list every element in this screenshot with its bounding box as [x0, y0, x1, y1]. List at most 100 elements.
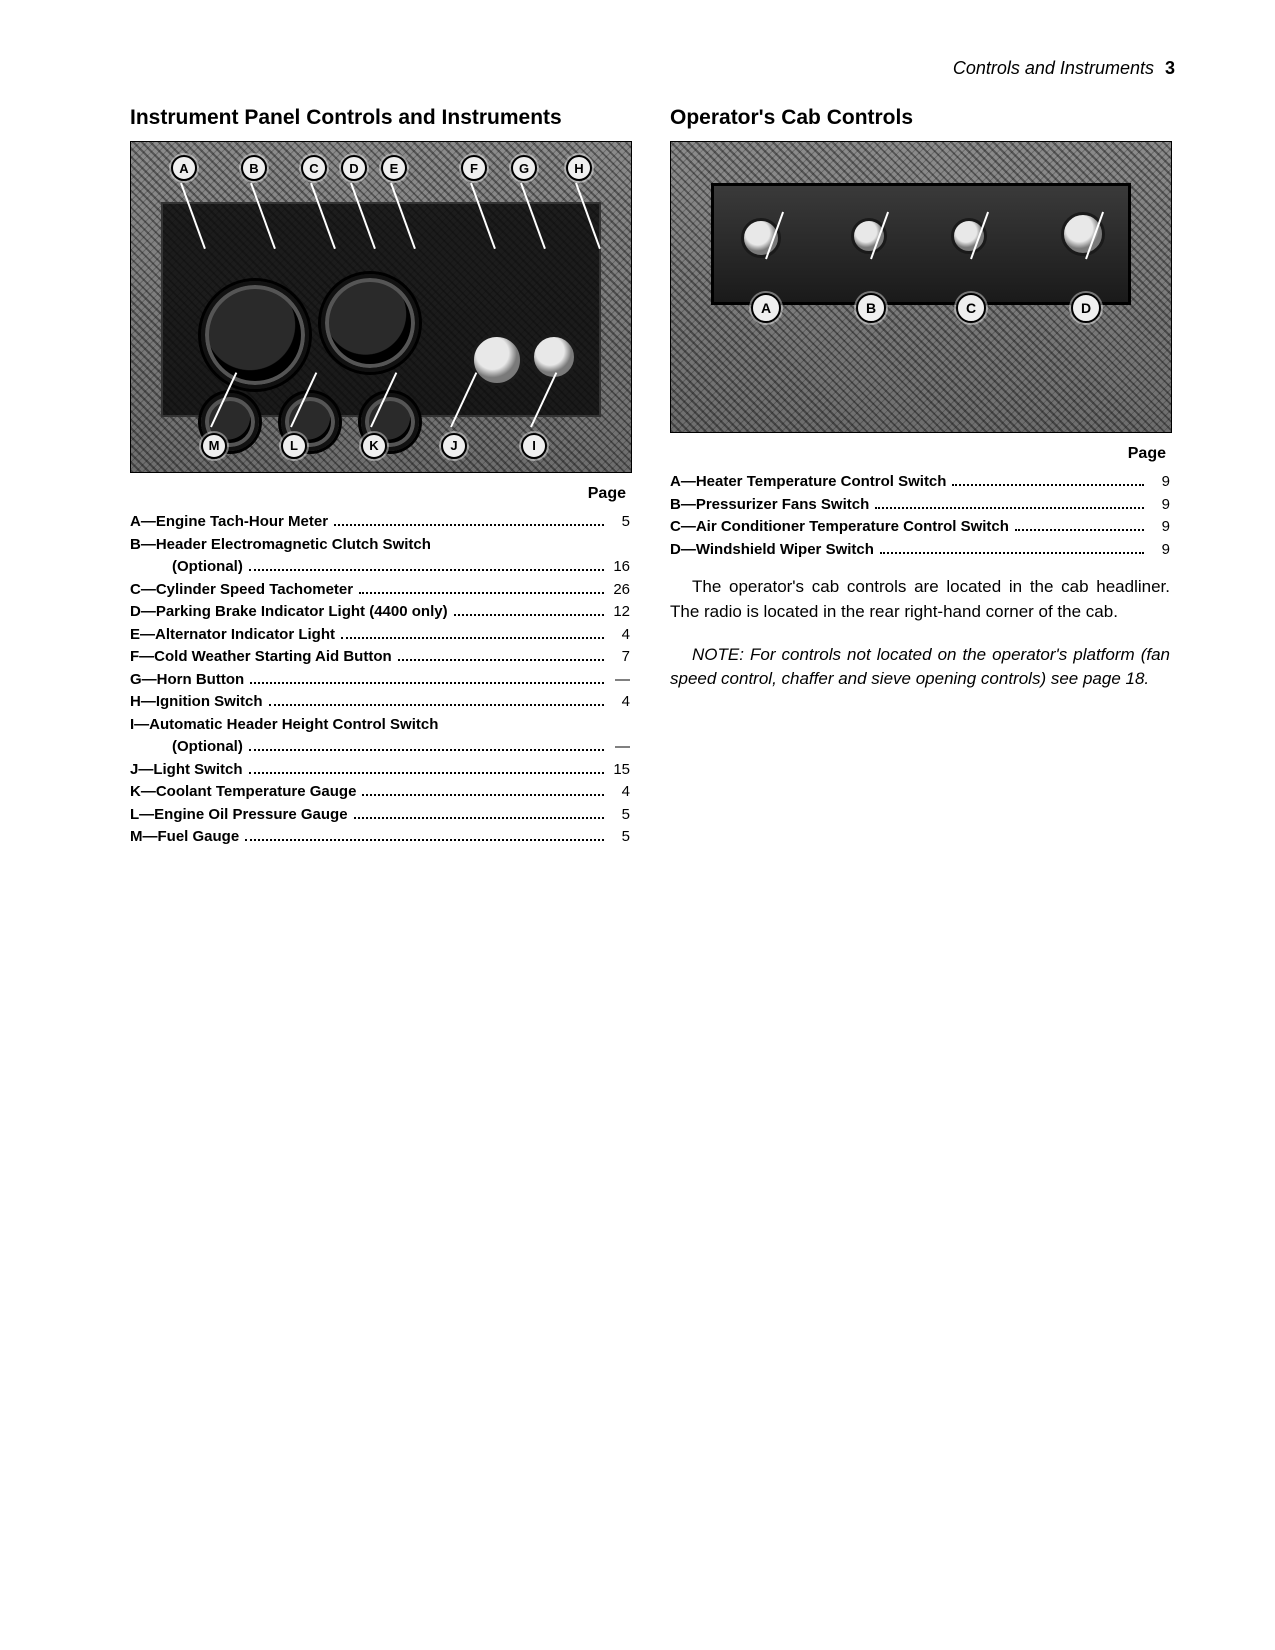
cab-knob-1 [741, 218, 781, 258]
cab-knob-2 [851, 218, 887, 254]
content-columns: Instrument Panel Controls and Instrument… [130, 105, 1185, 849]
index-dots [1015, 529, 1144, 531]
index-page: 16 [608, 556, 630, 579]
index-label: L—Engine Oil Pressure Gauge [130, 804, 348, 827]
index-dots [249, 749, 604, 751]
index-label: I—Automatic Header Height Control Switch [130, 714, 438, 737]
index-dots [952, 484, 1144, 486]
index-row: (Optional) 16 [130, 556, 630, 579]
index-page: 9 [1148, 471, 1170, 494]
page-label-left: Page [130, 485, 626, 503]
gauge-large-left [201, 281, 309, 389]
index-dots [354, 817, 604, 819]
index-dots [875, 507, 1144, 509]
index-row: A—Engine Tach-Hour Meter 5 [130, 511, 630, 534]
index-label: J—Light Switch [130, 759, 243, 782]
index-row: B—Header Electromagnetic Clutch Switch [130, 534, 630, 557]
index-dots [249, 772, 605, 774]
index-row: D—Parking Brake Indicator Light (4400 on… [130, 601, 630, 624]
index-page: 15 [608, 759, 630, 782]
index-page: 4 [608, 691, 630, 714]
callout-a: A [751, 293, 781, 323]
index-label: B—Header Electromagnetic Clutch Switch [130, 534, 431, 557]
page-number: 3 [1165, 58, 1175, 78]
index-page: 4 [608, 624, 630, 647]
index-row: (Optional)— [130, 736, 630, 759]
index-row: J—Light Switch 15 [130, 759, 630, 782]
index-row: B—Pressurizer Fans Switch 9 [670, 494, 1170, 517]
callout-k: K [361, 433, 387, 459]
index-page: 26 [608, 579, 630, 602]
index-row: I—Automatic Header Height Control Switch [130, 714, 630, 737]
index-label: (Optional) [172, 556, 243, 579]
right-column: Operator's Cab Controls ABCD Page A—Heat… [670, 105, 1170, 849]
index-page: 12 [608, 601, 630, 624]
page-label-right: Page [670, 445, 1166, 463]
index-row: L—Engine Oil Pressure Gauge 5 [130, 804, 630, 827]
index-dots [245, 839, 604, 841]
index-left: A—Engine Tach-Hour Meter 5 B—Header Electr… [130, 511, 630, 849]
index-page: 9 [1148, 494, 1170, 517]
index-label: A—Engine Tach-Hour Meter [130, 511, 328, 534]
index-page: 5 [608, 804, 630, 827]
index-label: C—Cylinder Speed Tachometer [130, 579, 353, 602]
running-header: Controls and Instruments 3 [953, 58, 1175, 79]
cab-knob-3 [951, 218, 987, 254]
index-row: A—Heater Temperature Control Switch 9 [670, 471, 1170, 494]
index-row: E—Alternator Indicator Light 4 [130, 624, 630, 647]
callout-d: D [1071, 293, 1101, 323]
index-page: — [608, 736, 630, 759]
index-dots [250, 682, 604, 684]
index-label: D—Windshield Wiper Switch [670, 539, 874, 562]
cab-note: NOTE: For controls not located on the op… [670, 643, 1170, 692]
cab-paragraph: The operator's cab controls are located … [670, 575, 1170, 624]
knob-1 [471, 334, 523, 386]
index-label: D—Parking Brake Indicator Light (4400 on… [130, 601, 448, 624]
instrument-panel-figure: ABCDEFGH MLKJI [130, 141, 632, 473]
index-label: E—Alternator Indicator Light [130, 624, 335, 647]
index-label: K—Coolant Temperature Gauge [130, 781, 356, 804]
index-dots [249, 569, 604, 571]
index-label: A—Heater Temperature Control Switch [670, 471, 946, 494]
index-row: F—Cold Weather Starting Aid Button 7 [130, 646, 630, 669]
callout-i: I [521, 433, 547, 459]
index-label: H—Ignition Switch [130, 691, 263, 714]
index-dots [398, 659, 604, 661]
callout-j: J [441, 433, 467, 459]
index-right: A—Heater Temperature Control Switch9B—Pr… [670, 471, 1170, 561]
right-title: Operator's Cab Controls [670, 105, 1170, 131]
page: Controls and Instruments 3 Instrument Pa… [0, 0, 1275, 1650]
index-row: H—Ignition Switch 4 [130, 691, 630, 714]
index-row: M—Fuel Gauge 5 [130, 826, 630, 849]
index-dots [269, 704, 605, 706]
index-dots [362, 794, 604, 796]
index-row: D—Windshield Wiper Switch 9 [670, 539, 1170, 562]
index-label: M—Fuel Gauge [130, 826, 239, 849]
index-dots [454, 614, 604, 616]
index-label: F—Cold Weather Starting Aid Button [130, 646, 392, 669]
index-row: C—Cylinder Speed Tachometer 26 [130, 579, 630, 602]
index-page: 9 [1148, 539, 1170, 562]
index-row: K—Coolant Temperature Gauge 4 [130, 781, 630, 804]
left-title: Instrument Panel Controls and Instrument… [130, 105, 630, 131]
left-column: Instrument Panel Controls and Instrument… [130, 105, 630, 849]
index-page: 9 [1148, 516, 1170, 539]
index-dots [880, 552, 1144, 554]
index-page: 5 [608, 826, 630, 849]
index-row: C—Air Conditioner Temperature Control Sw… [670, 516, 1170, 539]
index-row: G—Horn Button — [130, 669, 630, 692]
index-page: 7 [608, 646, 630, 669]
index-label: G—Horn Button [130, 669, 244, 692]
section-name: Controls and Instruments [953, 58, 1154, 78]
index-dots [334, 524, 604, 526]
callout-m: M [201, 433, 227, 459]
index-dots [341, 637, 604, 639]
callout-l: L [281, 433, 307, 459]
index-page: 5 [608, 511, 630, 534]
index-dots [359, 592, 604, 594]
cab-controls-figure: ABCD [670, 141, 1172, 433]
index-page: — [608, 669, 630, 692]
index-label: B—Pressurizer Fans Switch [670, 494, 869, 517]
index-page: 4 [608, 781, 630, 804]
callout-c: C [956, 293, 986, 323]
